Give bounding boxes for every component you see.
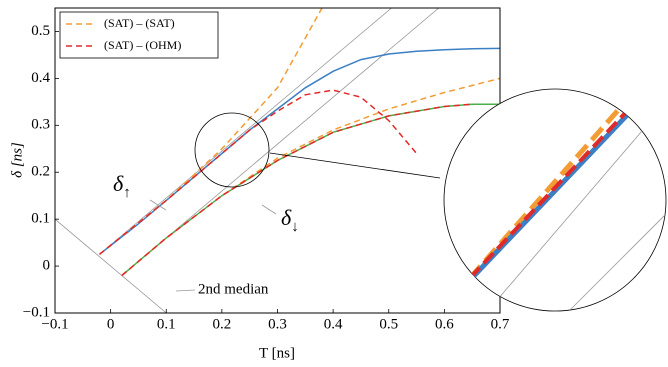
annotation-connector [261,204,277,215]
zoom-red-line [468,108,630,280]
x-tick-label: 0.1 [157,316,176,332]
y-tick-label: 0 [43,258,51,274]
series-line [55,218,167,313]
series-line [99,89,418,255]
x-tick-label: −0.1 [41,316,68,332]
series-line [99,8,392,255]
x-tick-label: 0.4 [324,316,343,332]
zoom-connector [269,152,441,179]
x-tick-label: 0.2 [213,316,232,332]
annotation: δ↓ [281,205,299,235]
y-tick-label: 0.1 [31,211,50,227]
plot-area [55,8,500,313]
zoom-orange-line [468,106,622,280]
series-line [121,103,473,277]
y-tick-label: 0.2 [31,164,50,180]
annotation-subscript: ↑ [123,185,131,201]
y-tick-label: −0.1 [23,304,50,320]
zoom-content [468,106,666,311]
y-axis-label: δ [ns] [9,142,25,178]
x-tick-label: 0.5 [379,316,398,332]
legend-label: (SAT) – (SAT) [104,16,175,30]
annotation: δ↑ [113,171,131,201]
zoom-source [194,112,270,188]
series-line [99,8,323,255]
x-tick-label: 0.7 [491,316,510,332]
annotation-connector [175,289,196,292]
series-line [99,47,500,255]
x-axis-label: T [ns] [259,345,295,361]
annotation-connector [149,199,167,211]
zoom-inset [443,88,667,312]
zoom-blue-line [468,110,632,282]
y-tick-label: 0.4 [31,70,50,86]
annotation: 2nd median [198,281,269,297]
x-tick-label: 0.6 [435,316,454,332]
zoom-gray-line [479,109,661,311]
legend-box [59,11,219,59]
x-tick-label: 0 [107,316,115,332]
y-tick-label: 0.3 [31,117,50,133]
annotation-subscript: ↓ [291,219,299,235]
legend: (SAT) – (SAT) (SAT) – (OHM) [59,11,219,59]
y-tick-label: 0.5 [31,23,50,39]
x-tick-label: 0.3 [268,316,287,332]
series-line [121,77,500,277]
legend-label: (SAT) – (OHM) [104,38,181,52]
zoom-gray-line [559,199,666,311]
annotation-base: δ [281,205,292,230]
annotation-base: δ [113,171,124,196]
